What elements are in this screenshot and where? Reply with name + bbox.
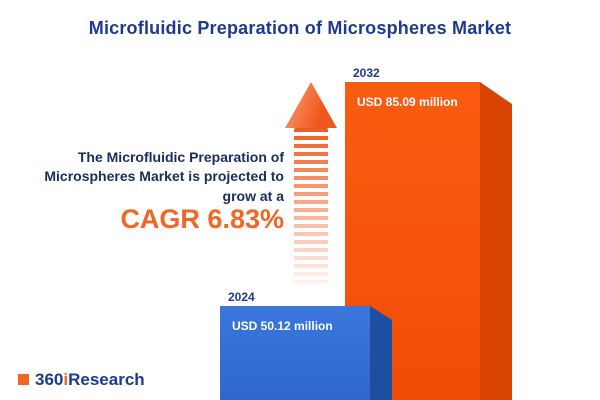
bar-2032-side-face — [480, 82, 512, 400]
logo-text-i: i — [63, 370, 69, 389]
logo-360iresearch: 360iResearch — [18, 371, 145, 388]
bar-2024-value-label: USD 50.12 million — [232, 319, 333, 333]
arrow-tail-stripes-icon — [294, 128, 328, 286]
bar-2024-front-face: USD 50.12 million — [220, 306, 370, 400]
logo-text-360: 360 — [35, 370, 64, 389]
bar-2032: 2032 USD 85.09 million — [345, 66, 512, 400]
bar-2024-year-label: 2024 — [228, 290, 255, 304]
arrow-head-icon — [285, 82, 337, 128]
page-title: Microfluidic Preparation of Microspheres… — [88, 18, 512, 38]
cagr-text: CAGR 6.83% — [120, 204, 284, 234]
logo-text-research: Research — [68, 370, 145, 389]
logo-square-icon — [18, 374, 29, 385]
logo-text: 360iResearch — [35, 371, 145, 388]
bar-2024-side-face — [370, 306, 392, 400]
bar-2024: 2024 USD 50.12 million — [220, 290, 392, 400]
bar-2032-value-label: USD 85.09 million — [357, 95, 458, 109]
bar-2032-year-label: 2032 — [353, 66, 380, 80]
description-text: The Microfluidic Preparation of Microsph… — [44, 149, 284, 204]
